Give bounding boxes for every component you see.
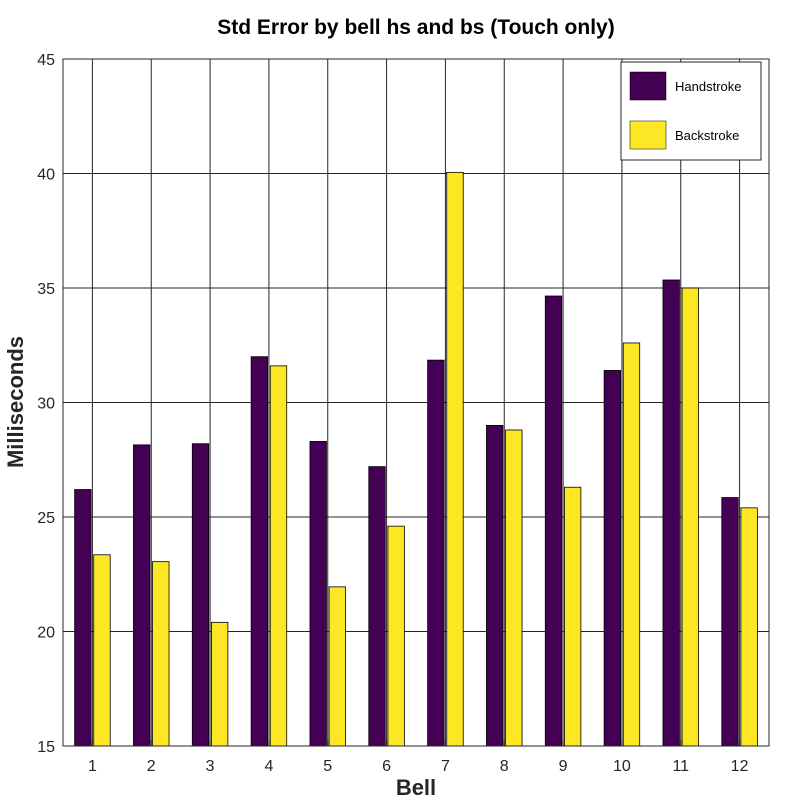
- bar-backstroke-bell-11: [681, 287, 699, 747]
- y-tick-label: 45: [37, 52, 55, 69]
- bar-handstroke-bell-1: [74, 489, 92, 747]
- legend-swatch-handstroke: [629, 71, 667, 101]
- chart-title: Std Error by bell hs and bs (Touch only): [217, 16, 614, 39]
- bar-backstroke-bell-10: [622, 342, 641, 747]
- bar-backstroke-bell-1: [93, 554, 111, 747]
- x-tick-label: 6: [382, 758, 391, 775]
- legend-label-backstroke: Backstroke: [675, 128, 739, 143]
- bar-handstroke-bell-7: [427, 359, 445, 747]
- x-tick-label: 2: [147, 758, 156, 775]
- bar-backstroke-bell-3: [211, 621, 229, 747]
- legend-label-handstroke: Handstroke: [675, 79, 741, 94]
- y-tick-label: 20: [37, 625, 55, 642]
- y-tick-label: 40: [37, 167, 55, 184]
- bar-backstroke-bell-6: [387, 525, 405, 747]
- x-tick-label: 12: [731, 758, 749, 775]
- bar-handstroke-bell-9: [544, 295, 563, 747]
- bar-backstroke-bell-4: [269, 365, 288, 747]
- bar-backstroke-bell-12: [740, 507, 758, 747]
- x-tick-label: 8: [500, 758, 509, 775]
- bar-handstroke-bell-4: [250, 356, 268, 747]
- bar-handstroke-bell-6: [368, 466, 386, 747]
- grid-lines: [63, 58, 769, 747]
- bar-handstroke-bell-2: [133, 444, 151, 747]
- bar-backstroke-bell-8: [505, 429, 523, 747]
- x-tick-label: 3: [206, 758, 215, 775]
- bars: [74, 171, 758, 747]
- bar-backstroke-bell-9: [564, 486, 582, 747]
- y-tick-label: 25: [37, 510, 55, 527]
- bar-handstroke-bell-8: [486, 424, 504, 747]
- y-axis-label: Milliseconds: [3, 336, 28, 468]
- bar-handstroke-bell-10: [603, 370, 621, 747]
- bar-backstroke-bell-2: [152, 561, 170, 747]
- x-tick-label: 7: [441, 758, 450, 775]
- x-tick-label: 4: [264, 758, 273, 775]
- legend-swatch-backstroke: [629, 120, 667, 150]
- y-tick-label: 35: [37, 281, 55, 298]
- bar-backstroke-bell-7: [446, 171, 464, 747]
- x-axis-label: Bell: [396, 775, 436, 800]
- bar-backstroke-bell-5: [328, 586, 346, 747]
- bar-handstroke-bell-3: [191, 443, 210, 747]
- x-tick-label: 5: [323, 758, 332, 775]
- y-tick-label: 15: [37, 739, 55, 756]
- x-tick-label: 11: [672, 758, 689, 775]
- legend: Handstroke Backstroke: [620, 61, 762, 161]
- x-tick-label: 9: [559, 758, 568, 775]
- y-tick-label: 30: [37, 396, 55, 413]
- bar-handstroke-bell-12: [721, 497, 739, 747]
- x-tick-label: 1: [88, 758, 97, 775]
- bar-handstroke-bell-11: [662, 279, 680, 747]
- bar-handstroke-bell-5: [309, 441, 327, 747]
- x-tick-label: 10: [613, 758, 631, 775]
